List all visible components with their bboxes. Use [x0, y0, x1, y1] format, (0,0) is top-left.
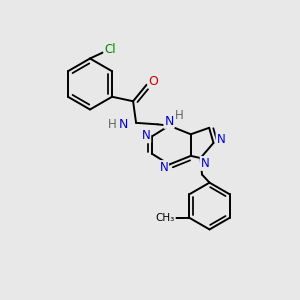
Text: O: O: [148, 75, 158, 88]
Text: Cl: Cl: [104, 43, 116, 56]
Text: N: N: [142, 129, 150, 142]
Text: N: N: [119, 118, 128, 131]
Text: H: H: [108, 118, 116, 131]
Text: N: N: [164, 115, 174, 128]
Text: H: H: [175, 110, 184, 122]
Text: N: N: [201, 157, 209, 170]
Text: N: N: [217, 134, 225, 146]
Text: CH₃: CH₃: [156, 213, 175, 223]
Text: N: N: [159, 161, 168, 174]
